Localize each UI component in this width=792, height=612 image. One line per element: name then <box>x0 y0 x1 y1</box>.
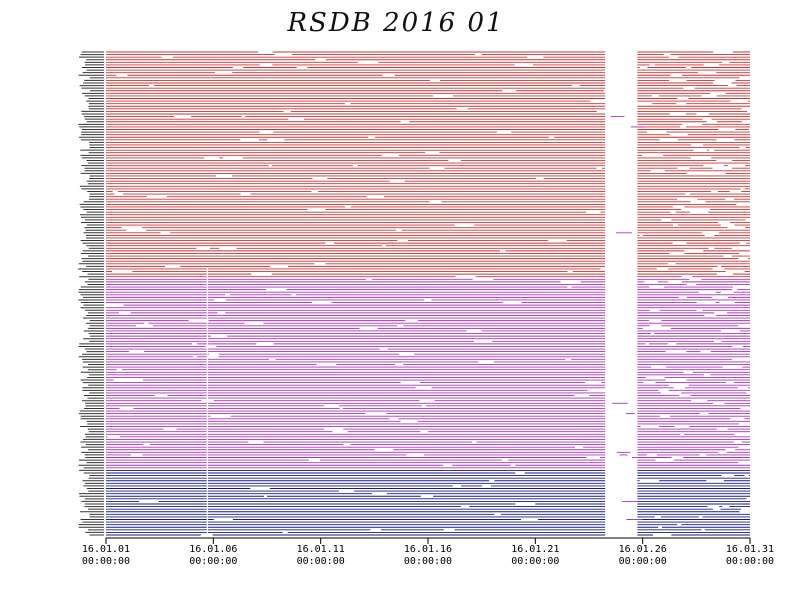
x-tick-label-date: 16.01.11 <box>297 544 345 555</box>
x-tick-label-date: 16.01.16 <box>404 544 452 555</box>
x-axis: 16.01.0100:00:0016.01.0600:00:0016.01.11… <box>82 537 774 567</box>
x-tick-label-time: 00:00:00 <box>297 556 345 567</box>
x-tick-label-time: 00:00:00 <box>726 556 774 567</box>
x-tick-label-date: 16.01.06 <box>189 544 237 555</box>
x-tick-label-date: 16.01.01 <box>82 544 130 555</box>
chart-title: RSDB 2016 01 <box>287 8 505 38</box>
x-tick-label-date: 16.01.21 <box>511 544 559 555</box>
x-tick-label-date: 16.01.26 <box>619 544 667 555</box>
x-tick-label-time: 00:00:00 <box>189 556 237 567</box>
y-tick-labels <box>78 51 104 536</box>
x-tick-label-time: 00:00:00 <box>404 556 452 567</box>
x-tick-label-time: 00:00:00 <box>82 556 130 567</box>
x-tick-label-time: 00:00:00 <box>619 556 667 567</box>
x-tick-label-time: 00:00:00 <box>511 556 559 567</box>
x-tick-label-date: 16.01.31 <box>726 544 774 555</box>
station-rows <box>106 51 750 536</box>
